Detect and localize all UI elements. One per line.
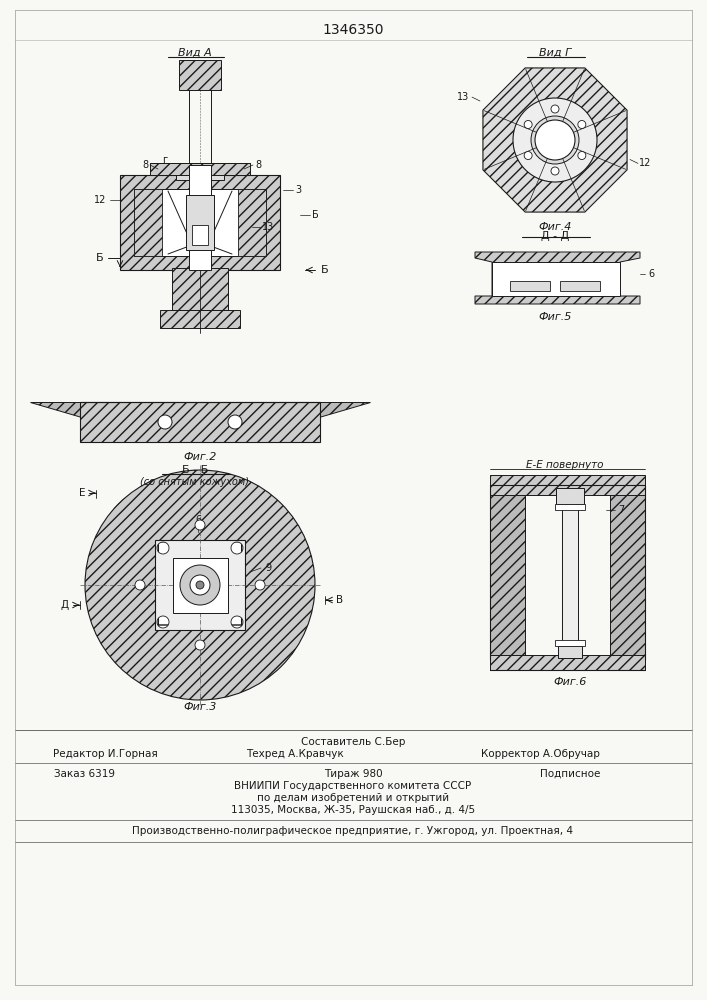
- Bar: [560, 281, 600, 291]
- Circle shape: [231, 542, 243, 554]
- Circle shape: [524, 120, 532, 128]
- Circle shape: [157, 542, 169, 554]
- Circle shape: [135, 580, 145, 590]
- Bar: [150, 163, 250, 175]
- Text: Производственно-полиграфическое предприятие, г. Ужгород, ул. Проектная, 4: Производственно-полиграфическое предприя…: [132, 826, 573, 836]
- Text: Фиг.3: Фиг.3: [183, 702, 216, 712]
- Bar: [192, 225, 208, 245]
- Text: Е: Е: [78, 488, 86, 498]
- Text: ВНИИПИ Государственного комитета СССР: ВНИИПИ Государственного комитета СССР: [235, 781, 472, 791]
- Circle shape: [535, 120, 575, 160]
- Text: Фиг.5: Фиг.5: [538, 312, 572, 322]
- Text: Редактор И.Горная: Редактор И.Горная: [52, 749, 158, 759]
- Bar: [155, 540, 245, 630]
- Circle shape: [85, 470, 315, 700]
- Bar: [510, 281, 550, 291]
- Bar: [562, 498, 578, 658]
- Bar: [179, 60, 221, 90]
- Text: 6: 6: [195, 515, 201, 525]
- Circle shape: [196, 581, 204, 589]
- Bar: [558, 646, 582, 658]
- Circle shape: [531, 116, 579, 164]
- Text: Е-Е повернуто: Е-Е повернуто: [526, 460, 604, 470]
- Circle shape: [551, 167, 559, 175]
- Bar: [238, 189, 266, 256]
- Text: Д: Д: [61, 600, 69, 610]
- Text: 6: 6: [648, 269, 654, 279]
- Text: Тираж 980: Тираж 980: [324, 769, 382, 779]
- Circle shape: [157, 616, 169, 628]
- Text: Б: Б: [321, 265, 329, 275]
- Circle shape: [255, 580, 265, 590]
- Text: 8: 8: [255, 160, 261, 170]
- Text: 7: 7: [618, 505, 624, 515]
- Bar: [610, 485, 645, 660]
- Text: 113035, Москва, Ж-35, Раушская наб., д. 4/5: 113035, Москва, Ж-35, Раушская наб., д. …: [231, 805, 475, 815]
- Circle shape: [231, 616, 243, 628]
- Bar: [80, 402, 320, 442]
- Circle shape: [180, 565, 220, 605]
- Text: Б: Б: [312, 210, 318, 220]
- Bar: [189, 165, 211, 270]
- Bar: [555, 640, 585, 646]
- Text: 12: 12: [639, 158, 651, 168]
- Circle shape: [190, 575, 210, 595]
- Circle shape: [551, 105, 559, 113]
- Circle shape: [158, 415, 172, 429]
- Bar: [490, 475, 645, 495]
- Text: 3: 3: [295, 185, 301, 195]
- Text: Фиг.6: Фиг.6: [554, 677, 587, 687]
- Bar: [492, 262, 620, 296]
- Bar: [134, 189, 162, 256]
- Text: г: г: [163, 155, 168, 165]
- Text: Техред А.Кравчук: Техред А.Кравчук: [246, 749, 344, 759]
- Bar: [490, 485, 525, 660]
- Text: 8: 8: [142, 160, 148, 170]
- Polygon shape: [30, 402, 167, 442]
- Text: Составитель С.Бер: Составитель С.Бер: [300, 737, 405, 747]
- Polygon shape: [483, 68, 627, 212]
- Text: 13: 13: [457, 92, 469, 102]
- Circle shape: [524, 151, 532, 159]
- Bar: [186, 195, 214, 250]
- Bar: [160, 310, 240, 328]
- Text: Д - Д: Д - Д: [541, 231, 569, 241]
- Text: Корректор А.Обручар: Корректор А.Обручар: [481, 749, 600, 759]
- Circle shape: [578, 151, 586, 159]
- Bar: [134, 189, 266, 256]
- Text: 9: 9: [265, 563, 271, 573]
- Bar: [176, 170, 224, 180]
- Text: Вид А: Вид А: [178, 48, 212, 58]
- Text: по делам изобретений и открытий: по делам изобретений и открытий: [257, 793, 449, 803]
- Text: (со снятым кожухом): (со снятым кожухом): [141, 477, 250, 487]
- Circle shape: [195, 520, 205, 530]
- Text: Фиг.4: Фиг.4: [538, 222, 572, 232]
- Bar: [173, 558, 228, 612]
- Bar: [172, 268, 228, 310]
- Bar: [120, 175, 280, 270]
- Text: Вид Г: Вид Г: [539, 48, 571, 58]
- Circle shape: [195, 640, 205, 650]
- Bar: [490, 655, 645, 670]
- Text: В: В: [337, 595, 344, 605]
- Text: 12: 12: [94, 195, 106, 205]
- Text: 1346350: 1346350: [322, 23, 384, 37]
- Text: 13: 13: [262, 222, 274, 232]
- Circle shape: [578, 120, 586, 128]
- Text: Фиг.2: Фиг.2: [183, 452, 216, 462]
- Bar: [555, 504, 585, 510]
- Text: Заказ 6319: Заказ 6319: [54, 769, 115, 779]
- Circle shape: [513, 98, 597, 182]
- Circle shape: [228, 415, 242, 429]
- Bar: [556, 488, 584, 504]
- Text: Подписное: Подписное: [540, 769, 600, 779]
- Polygon shape: [233, 402, 370, 442]
- Text: Б: Б: [96, 253, 104, 263]
- Text: Б - Б: Б - Б: [182, 465, 208, 475]
- Polygon shape: [475, 252, 640, 304]
